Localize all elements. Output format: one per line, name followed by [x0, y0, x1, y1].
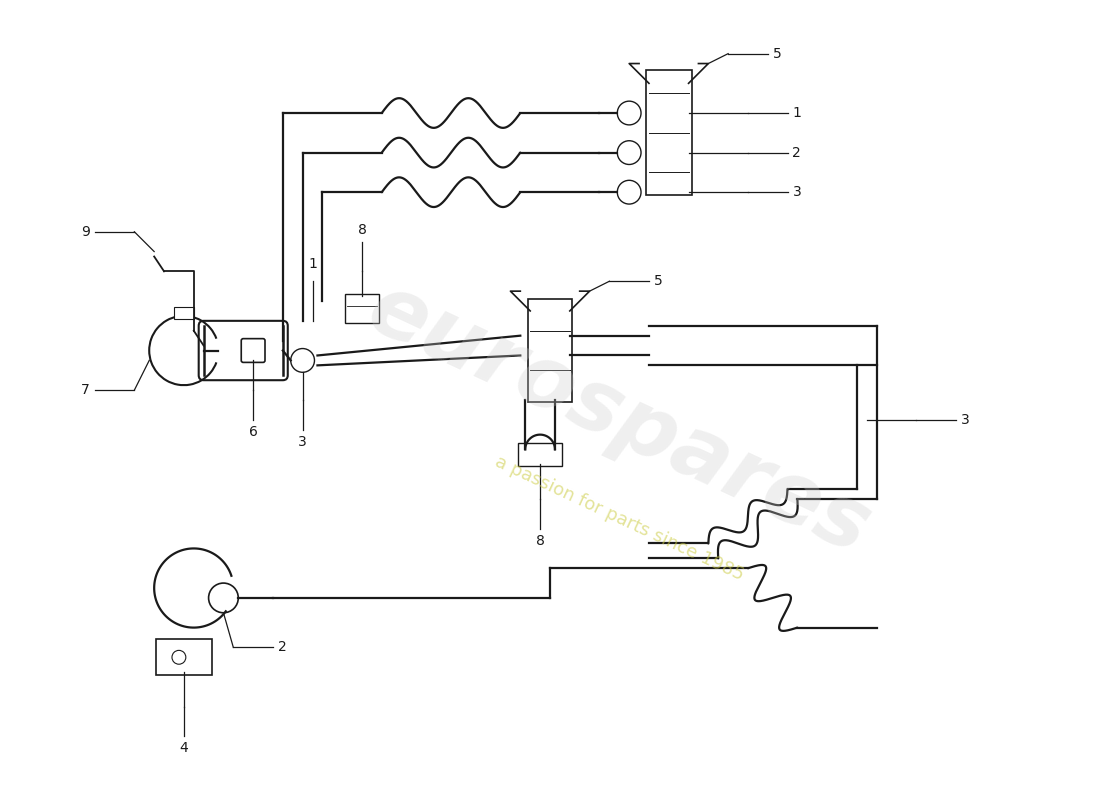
Bar	[174, 307, 194, 319]
Circle shape	[172, 650, 186, 664]
Text: 7: 7	[81, 383, 90, 397]
Text: 6: 6	[249, 425, 257, 438]
Text: 2: 2	[278, 640, 287, 654]
Text: a passion for parts since 1985: a passion for parts since 1985	[492, 453, 747, 585]
FancyBboxPatch shape	[345, 294, 378, 323]
FancyBboxPatch shape	[528, 299, 572, 402]
Text: 8: 8	[358, 222, 366, 237]
Text: 8: 8	[536, 534, 544, 547]
Text: 2: 2	[792, 146, 801, 160]
Text: 1: 1	[792, 106, 801, 120]
Text: 1: 1	[308, 258, 317, 271]
Text: 9: 9	[81, 225, 90, 238]
Circle shape	[617, 141, 641, 165]
FancyBboxPatch shape	[241, 338, 265, 362]
FancyBboxPatch shape	[199, 321, 288, 380]
Text: 3: 3	[960, 413, 969, 426]
Text: 5: 5	[772, 46, 781, 61]
Circle shape	[290, 349, 315, 372]
Circle shape	[617, 180, 641, 204]
FancyBboxPatch shape	[646, 70, 692, 195]
Circle shape	[209, 583, 239, 613]
Circle shape	[617, 101, 641, 125]
Text: 3: 3	[792, 185, 801, 199]
Text: eurospares: eurospares	[355, 267, 883, 573]
Text: 4: 4	[179, 742, 188, 755]
Text: 3: 3	[298, 434, 307, 449]
FancyBboxPatch shape	[518, 442, 562, 466]
FancyBboxPatch shape	[156, 639, 211, 675]
Text: 5: 5	[653, 274, 662, 288]
